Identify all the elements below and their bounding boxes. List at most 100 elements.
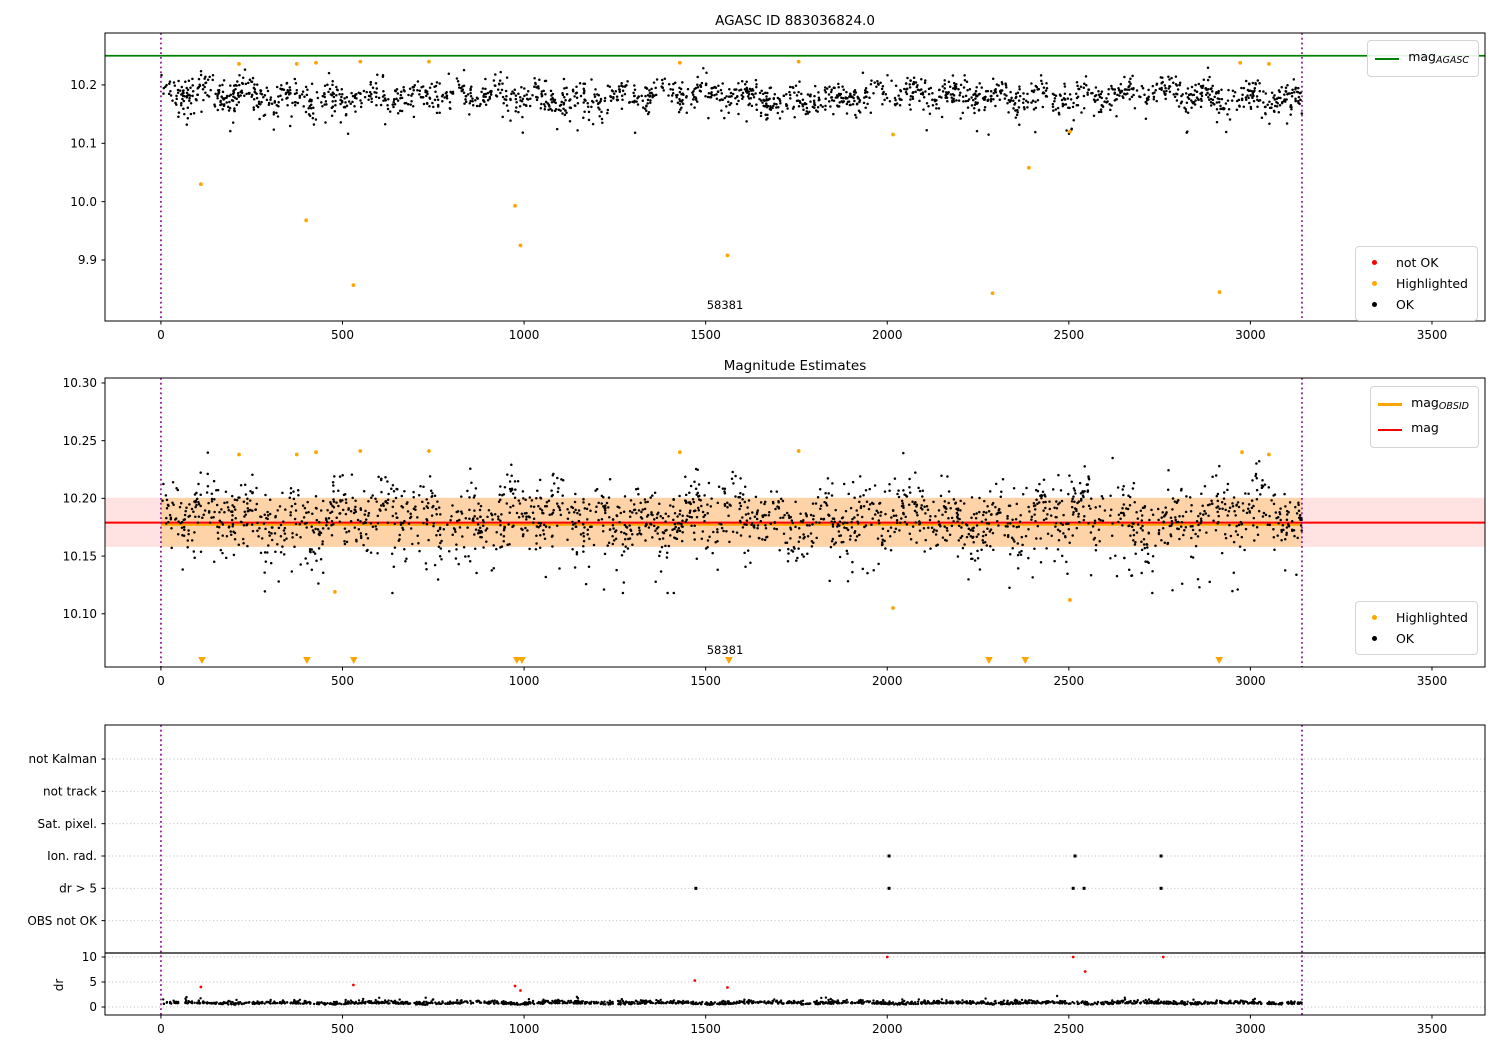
- ok-point: [508, 511, 511, 515]
- ok-point: [1180, 582, 1184, 586]
- ok-point: [439, 541, 442, 545]
- ok-point: [289, 92, 292, 95]
- ok-point: [760, 89, 763, 93]
- ok-point: [786, 559, 790, 563]
- ok-point: [190, 507, 194, 511]
- ok-point: [396, 111, 400, 115]
- ok-point: [554, 108, 558, 111]
- ok-point: [606, 108, 610, 112]
- ok-point: [947, 517, 950, 520]
- ok-point: [956, 517, 960, 520]
- ok-point: [868, 487, 871, 491]
- ok-point: [693, 106, 696, 109]
- ok-point: [628, 524, 631, 527]
- ok-point: [1256, 98, 1259, 102]
- ok-point: [526, 529, 529, 532]
- ok-point: [989, 97, 993, 101]
- ok-point: [240, 91, 244, 94]
- ok-point: [508, 542, 511, 546]
- ok-point: [969, 534, 973, 538]
- ok-point: [432, 105, 435, 109]
- ok-point: [1244, 79, 1248, 83]
- ok-point: [1086, 489, 1090, 492]
- ok-point: [1231, 589, 1234, 593]
- ok-point: [659, 570, 663, 573]
- ok-point: [293, 77, 297, 81]
- ok-point: [473, 515, 476, 518]
- ok-point: [1127, 568, 1131, 572]
- ok-point: [1109, 108, 1112, 112]
- ok-point: [1291, 88, 1294, 91]
- ok-point: [508, 480, 512, 483]
- ok-point: [362, 522, 365, 525]
- ok-point: [1132, 528, 1135, 532]
- ok-point: [354, 93, 357, 97]
- ok-point: [1062, 532, 1065, 535]
- ok-point: [251, 529, 255, 533]
- ok-point: [1072, 118, 1075, 122]
- ok-point: [494, 73, 497, 76]
- ok-point: [731, 470, 734, 474]
- ok-point: [174, 101, 177, 105]
- ok-point: [520, 512, 524, 515]
- ok-point: [773, 92, 777, 96]
- ok-point: [1231, 89, 1235, 93]
- ok-point: [1036, 489, 1040, 493]
- ok-point: [330, 533, 334, 537]
- ok-point: [267, 101, 271, 105]
- ok-point: [1073, 500, 1076, 504]
- ok-point: [1191, 556, 1195, 559]
- ok-point: [573, 500, 577, 504]
- ok-point: [654, 86, 657, 90]
- ok-point: [311, 112, 315, 115]
- ok-point: [902, 506, 905, 510]
- ok-point: [506, 473, 509, 476]
- ok-point: [594, 88, 597, 91]
- ok-point: [1234, 530, 1238, 533]
- highlighted-point: [891, 606, 895, 610]
- dr-ok-point: [641, 1001, 644, 1004]
- ok-point: [806, 112, 810, 115]
- ok-point: [935, 544, 938, 547]
- ok-point: [750, 523, 753, 526]
- ok-point: [687, 501, 691, 504]
- ok-point: [1199, 92, 1202, 95]
- ok-point: [636, 487, 640, 491]
- ok-point: [539, 507, 542, 511]
- ok-point: [332, 95, 336, 99]
- dr-ok-point: [231, 1000, 234, 1004]
- ok-point: [1193, 89, 1197, 92]
- ok-point: [946, 529, 949, 532]
- ok-point: [877, 83, 880, 86]
- ok-point: [856, 513, 859, 517]
- ok-point: [239, 483, 243, 487]
- ok-point: [1133, 501, 1136, 504]
- ok-point: [617, 88, 621, 91]
- ok-point: [331, 480, 335, 484]
- ok-point: [908, 103, 911, 106]
- ok-point: [1034, 106, 1038, 110]
- ok-point: [601, 121, 604, 125]
- highlighted-point: [677, 450, 682, 455]
- ok-point: [1178, 514, 1181, 518]
- ok-point: [711, 86, 715, 90]
- ok-point: [1077, 512, 1080, 516]
- ok-point: [676, 515, 679, 518]
- ok-point: [339, 499, 342, 502]
- ok-point: [1051, 105, 1055, 108]
- ok-point: [813, 101, 816, 105]
- ok-point: [1021, 493, 1025, 496]
- ok-point: [834, 96, 838, 99]
- ok-point: [185, 94, 189, 98]
- ok-point: [391, 483, 395, 487]
- ok-point: [182, 518, 185, 522]
- ok-point: [521, 490, 525, 493]
- ok-point: [1155, 82, 1159, 86]
- ok-point: [332, 522, 335, 526]
- ok-point: [1216, 499, 1220, 503]
- ok-point: [1293, 534, 1296, 538]
- ok-point: [335, 85, 338, 89]
- ok-point: [638, 531, 641, 535]
- ok-point: [340, 87, 344, 91]
- ok-point: [927, 92, 931, 96]
